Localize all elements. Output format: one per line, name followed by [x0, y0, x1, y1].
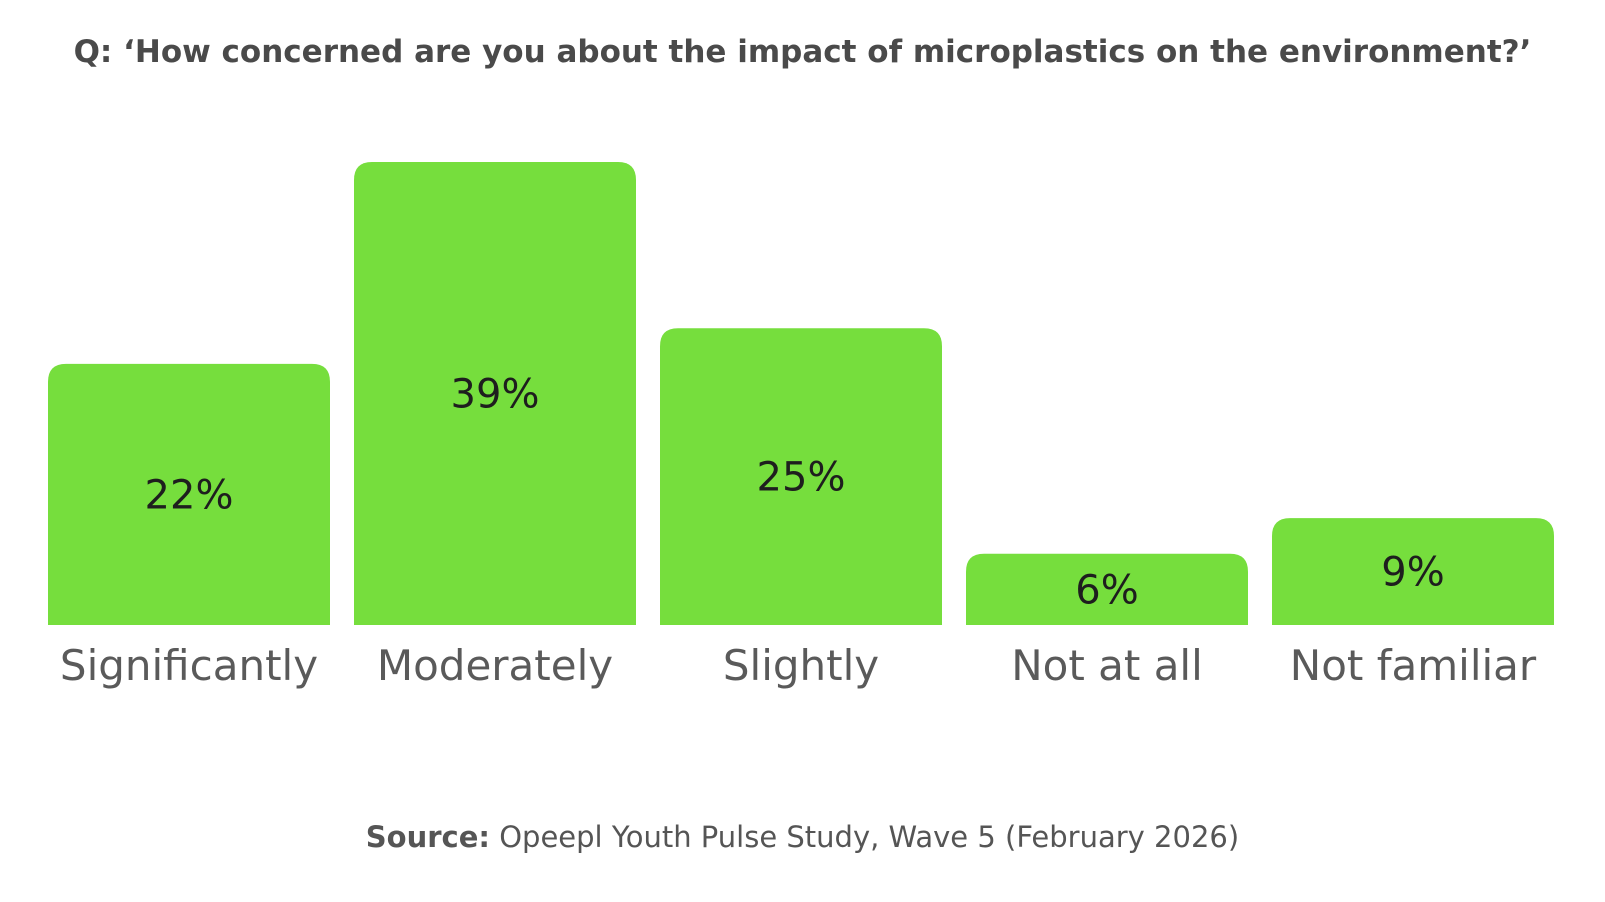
bars-group [48, 162, 1554, 625]
source-label: Source: [365, 820, 491, 854]
chart-title: Q: ‘How concerned are you about the impa… [73, 34, 1532, 70]
category-label: Not familiar [1290, 641, 1537, 690]
source-note: Source: Opeepl Youth Pulse Study, Wave 5… [0, 820, 1605, 854]
value-label: 39% [451, 372, 540, 418]
category-label: Moderately [377, 641, 613, 690]
value-label: 6% [1075, 567, 1138, 613]
category-label: Significantly [60, 641, 318, 690]
bar-moderately [354, 162, 636, 625]
value-label: 22% [145, 472, 234, 518]
source-text: Opeepl Youth Pulse Study, Wave 5 (Februa… [499, 820, 1240, 854]
bar-slightly [660, 328, 942, 625]
value-label: 9% [1381, 550, 1444, 596]
bar-not-familiar [1272, 518, 1554, 625]
value-label: 25% [757, 455, 846, 501]
category-labels-group: Significantly Moderately Slightly Not at al… [60, 641, 1537, 690]
category-label: Not at all [1011, 641, 1203, 690]
bar-significantly [48, 363, 330, 625]
category-label: Slightly [723, 641, 879, 690]
bar-not-at-all [966, 553, 1248, 625]
value-labels-group: 22% 39% 25% 6% 9% [145, 372, 1445, 614]
